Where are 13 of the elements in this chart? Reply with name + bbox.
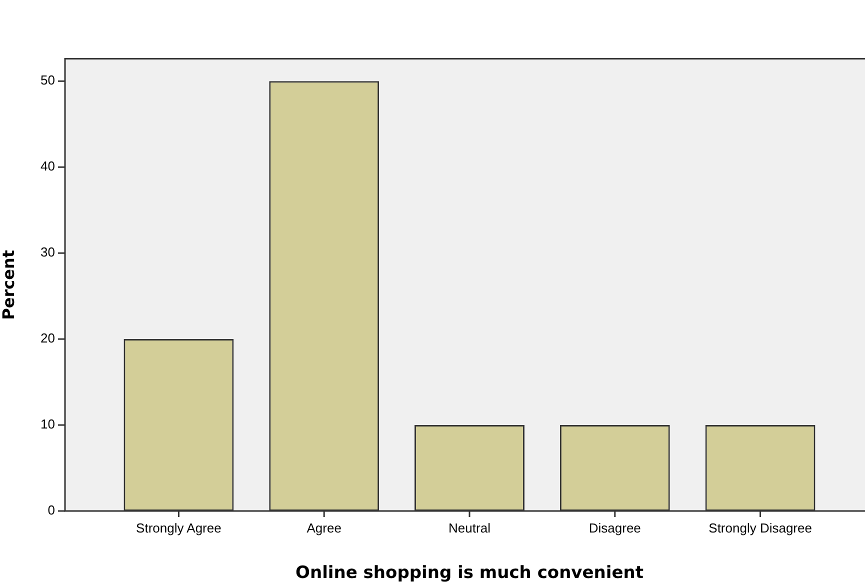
x-tick-label: Agree [306,520,342,536]
x-tick-label: Strongly Disagree [708,520,812,536]
x-tick-label: Disagree [588,520,641,536]
y-tick-label: 20 [40,330,55,346]
x-tick-label: Neutral [448,520,491,536]
x-axis-title: Online shopping is much convenient [296,563,644,584]
x-tick-label: Strongly Agree [136,520,222,536]
y-tick-label: 40 [40,158,55,174]
y-tick-label: 50 [40,72,55,88]
y-tick-label: 30 [40,244,55,260]
y-tick-label: 0 [48,502,55,518]
y-tick-label: 10 [40,416,55,432]
y-axis-title: Percent [0,250,18,320]
